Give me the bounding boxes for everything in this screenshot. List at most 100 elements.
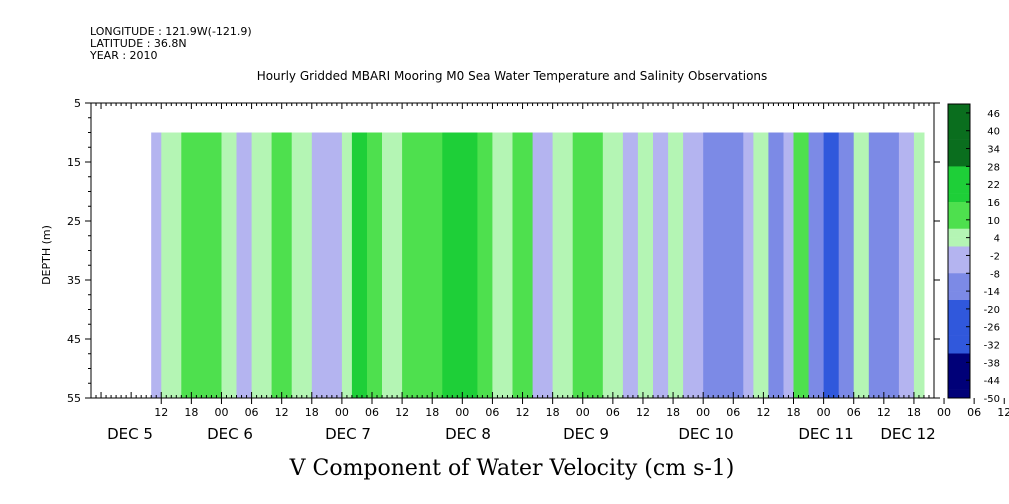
heatmap-column <box>783 132 795 398</box>
colorbar-swatch <box>948 371 970 381</box>
heatmap-column <box>291 132 313 398</box>
heatmap-column <box>622 132 639 398</box>
colorbar-label: -14 <box>984 287 1000 298</box>
x-day-label: DEC 9 <box>563 425 609 443</box>
colorbar-swatch <box>948 300 970 310</box>
colorbar-swatch <box>948 184 970 194</box>
plot-area <box>90 102 935 399</box>
colorbar-swatch <box>948 255 970 265</box>
x-day-label: DEC 6 <box>207 425 253 443</box>
heatmap-column <box>492 132 514 398</box>
colorbar-swatch <box>948 104 970 114</box>
colorbar-swatch <box>948 308 970 319</box>
x-tick-label: 00 <box>937 406 951 419</box>
heatmap-column <box>602 132 624 398</box>
heatmap-column <box>753 132 770 398</box>
heatmap-column <box>512 132 534 398</box>
colorbar-swatch <box>948 282 970 292</box>
x-tick-label: 12 <box>877 406 891 419</box>
heatmap-column <box>637 132 654 398</box>
colorbar-swatch <box>948 389 970 399</box>
heatmap-column <box>326 132 343 398</box>
heatmap-column <box>838 132 855 398</box>
y-tick-label: 45 <box>67 333 81 346</box>
heatmap-column <box>572 132 584 398</box>
x-tick-label: 06 <box>847 406 861 419</box>
colorbar-swatch <box>948 273 970 283</box>
x-tick-label: 00 <box>214 406 228 419</box>
y-tick-label: 55 <box>67 392 81 405</box>
heatmap-column <box>853 132 870 398</box>
heatmap-column <box>477 132 494 398</box>
colorbar-swatch <box>948 291 970 301</box>
latitude-label: LATITUDE : 36.8N <box>90 37 187 50</box>
x-tick-label: 12 <box>636 406 650 419</box>
colorbar-swatch <box>948 210 970 221</box>
heatmap-column <box>341 132 353 398</box>
x-tick-label: 06 <box>726 406 740 419</box>
x-tick-label: 00 <box>455 406 469 419</box>
colorbar-swatch <box>948 264 970 274</box>
colorbar-swatch <box>948 175 970 185</box>
colorbar-swatch <box>948 193 970 203</box>
x-tick-label: 12 <box>997 406 1009 419</box>
colorbar-label: 10 <box>987 216 1000 227</box>
colorbar-label: 22 <box>987 180 1000 191</box>
colorbar: 46 40 34 28 22 16 10 4 -2 -8 -14 -20 -26 -32 -38 -44 -50 <box>947 103 1000 405</box>
x-tick-label: 06 <box>967 406 981 419</box>
heatmap-column <box>913 132 925 398</box>
heatmap-column <box>402 132 423 398</box>
heatmap-column <box>793 132 810 398</box>
longitude-label: LONGITUDE : 121.9W(-121.9) <box>90 25 252 38</box>
x-tick-label: 12 <box>154 406 168 419</box>
year-label: YEAR : 2010 <box>89 49 158 62</box>
x-tick-label: 06 <box>485 406 499 419</box>
x-tick-label: 18 <box>787 406 801 419</box>
colorbar-label: 34 <box>987 145 1000 156</box>
heatmap-column <box>236 132 253 398</box>
heatmap-column <box>532 132 554 398</box>
colorbar-swatch <box>948 112 970 123</box>
x-tick-label: 12 <box>756 406 770 419</box>
y-tick-label: 25 <box>67 215 81 228</box>
colorbar-label: 46 <box>987 109 1000 120</box>
minor-ticks <box>90 103 935 398</box>
x-tick-label: 12 <box>516 406 530 419</box>
heatmap-column <box>442 132 463 398</box>
x-axis-label: V Component of Water Velocity (cm s-1) <box>289 456 735 481</box>
colorbar-swatch <box>948 246 970 256</box>
colorbar-swatch <box>948 148 970 158</box>
x-day-label: DEC 5 <box>107 425 153 443</box>
colorbar-swatch <box>948 130 970 140</box>
x-day-label: DEC 10 <box>678 425 733 443</box>
heatmap-column <box>743 132 754 398</box>
x-tick-label: 18 <box>907 406 921 419</box>
heatmap-column <box>582 132 604 398</box>
colorbar-swatch <box>948 335 970 345</box>
y-tick-label: 15 <box>67 156 81 169</box>
y-tick-label: 5 <box>74 97 81 110</box>
heatmap-column <box>823 132 840 398</box>
colorbar-label: 4 <box>994 234 1000 245</box>
x-tick-label: 06 <box>365 406 379 419</box>
x-tick-label: 00 <box>696 406 710 419</box>
heatmap-column <box>201 132 223 398</box>
x-tick-label: 06 <box>245 406 259 419</box>
heatmap-column <box>311 132 328 398</box>
colorbar-label: -38 <box>984 358 1000 369</box>
colorbar-label: -2 <box>990 251 1000 262</box>
heatmap-column <box>422 132 443 398</box>
x-tick-label: 18 <box>305 406 319 419</box>
x-tick-label: 12 <box>395 406 409 419</box>
x-tick-label: 00 <box>335 406 349 419</box>
y-axis-label: DEPTH (m) <box>40 225 53 285</box>
colorbar-label: -50 <box>984 394 1000 405</box>
colorbar-swatch <box>948 202 970 212</box>
colorbar-swatch <box>948 228 970 238</box>
x-axis: 12 18 00 06 12 18 00 06 12 18 00 06 12 18 00 06 12 18 00 06… <box>107 398 1009 443</box>
colorbar-swatch <box>948 139 970 149</box>
x-tick-label: 06 <box>606 406 620 419</box>
x-tick-label: 18 <box>425 406 439 419</box>
heatmap-column <box>181 132 202 398</box>
